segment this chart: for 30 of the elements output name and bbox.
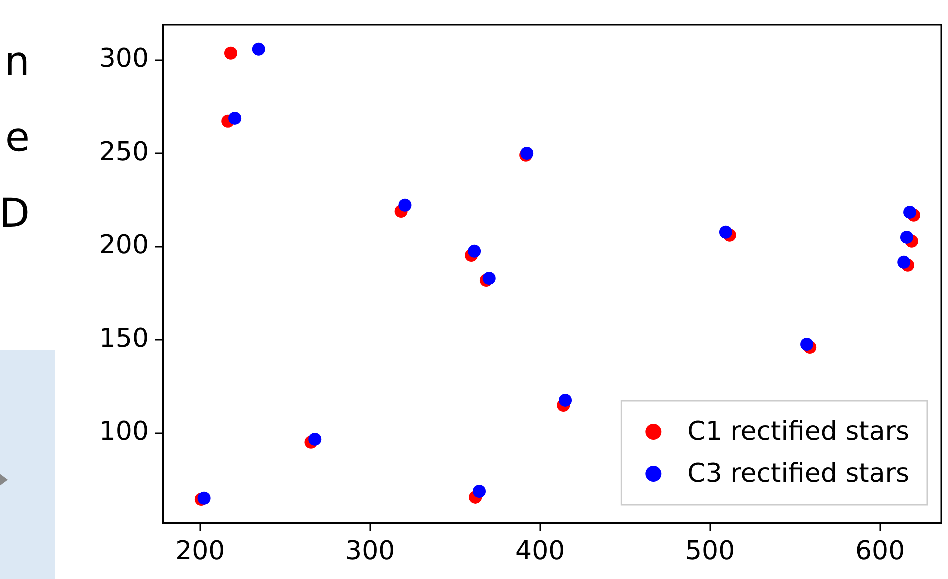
point — [898, 256, 911, 269]
point — [482, 272, 496, 285]
point — [308, 432, 322, 446]
y-tick-label: 100 — [99, 417, 149, 448]
point — [904, 206, 917, 219]
x-tick-label: 300 — [346, 536, 396, 566]
point — [224, 46, 238, 60]
point — [900, 230, 914, 244]
point — [228, 112, 242, 125]
text: n — [4, 38, 30, 86]
point — [473, 484, 486, 498]
y-tick-label: 150 — [99, 324, 149, 354]
text: e — [5, 114, 30, 162]
point — [559, 394, 572, 407]
x-tick-label: 400 — [516, 536, 566, 566]
point — [252, 42, 266, 56]
text: D — [0, 190, 30, 238]
y-tick-label: 250 — [99, 137, 149, 168]
legend-label: C3 rectified stars — [688, 458, 910, 489]
point — [719, 226, 732, 239]
y-tick-label: 200 — [99, 230, 149, 261]
point — [468, 244, 482, 258]
x-tick-label: 200 — [176, 536, 226, 566]
x-tick-label: 500 — [686, 536, 736, 566]
point — [800, 338, 814, 352]
point — [398, 198, 412, 212]
point — [198, 492, 211, 505]
x-tick-label: 600 — [855, 536, 906, 566]
y-tick-label: 300 — [99, 44, 149, 74]
legend-label: C1 rectified stars — [688, 416, 910, 447]
